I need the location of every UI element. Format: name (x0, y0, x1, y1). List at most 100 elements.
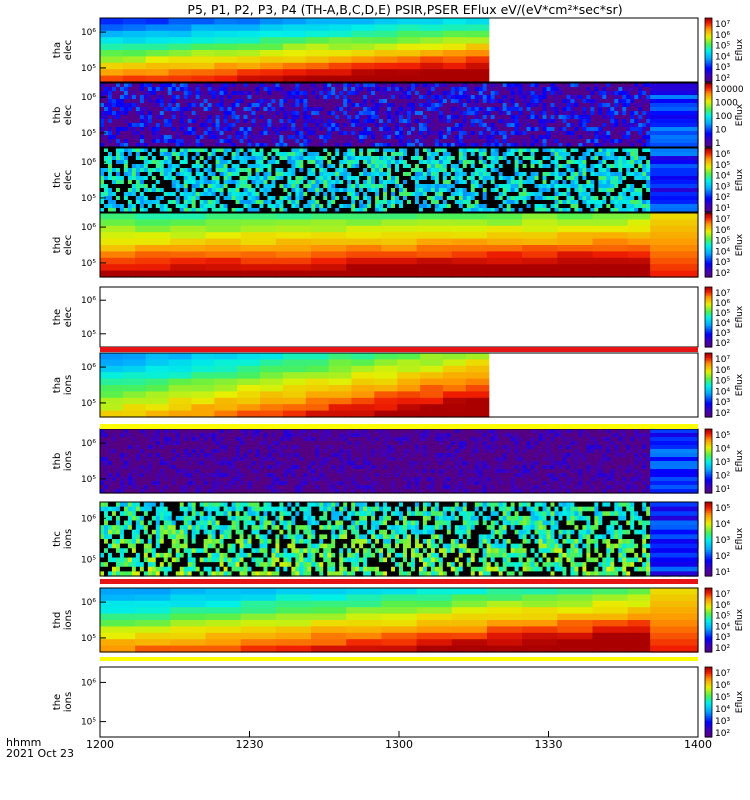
spectrogram-cell (122, 18, 147, 25)
spectrogram-cell (107, 164, 113, 169)
spectrogram-cell (506, 164, 512, 169)
spectrogram-cell (271, 119, 277, 124)
spectrogram-cell (219, 204, 225, 209)
spectrogram-cell (151, 127, 157, 132)
spectrogram-cell (127, 180, 133, 185)
spectrogram-cell (251, 152, 257, 157)
spectrogram-cell (542, 156, 548, 161)
spectrogram-cell (482, 143, 488, 148)
spectrogram-cell (139, 91, 145, 96)
spectrogram-cell (510, 139, 516, 144)
spectrogram-cell (191, 176, 197, 181)
spectrogram-cell (199, 95, 205, 100)
spectrogram-cell (211, 123, 217, 128)
spectrogram-cell (100, 107, 105, 112)
spectrogram-cell (406, 176, 412, 181)
spectrogram-cell (598, 176, 603, 181)
spectrogram-cell (355, 176, 360, 181)
y-axis-label-probe: tha (52, 42, 63, 58)
spectrogram-cell (115, 192, 121, 197)
spectrogram-cell (223, 196, 229, 201)
spectrogram-cell (630, 204, 635, 209)
spectrogram-cell (103, 180, 109, 185)
spectrogram-cell (422, 180, 428, 185)
spectrogram-cell (339, 192, 344, 197)
spectrogram-cell (263, 99, 269, 104)
spectrogram-cell (163, 135, 169, 140)
spectrogram-cell (371, 95, 376, 100)
spectrogram-cell (610, 176, 615, 181)
spectrogram-cell (271, 172, 277, 177)
spectrogram-cell (566, 143, 572, 148)
spectrogram-cell (295, 87, 300, 92)
spectrogram-cell (351, 180, 356, 185)
spectrogram-cell (374, 56, 398, 64)
spectrogram-cell (311, 192, 316, 197)
spectrogram-cell (127, 127, 133, 132)
spectrogram-cell (387, 91, 392, 96)
spectrogram-cell (251, 103, 257, 108)
spectrogram-cell (478, 172, 484, 177)
spectrogram-cell (626, 148, 631, 153)
spectrogram-cell (514, 184, 520, 189)
spectrogram-cell (462, 164, 468, 169)
spectrogram-cell (570, 119, 576, 124)
spectrogram-cell (474, 196, 480, 201)
spectrogram-cell (103, 156, 109, 161)
spectrogram-cell (311, 176, 316, 181)
spectrogram-cell (299, 160, 304, 165)
spectrogram-cell (494, 107, 500, 112)
spectrogram-cell (470, 148, 476, 153)
spectrogram-cell (307, 95, 312, 100)
spectrogram-cell (486, 111, 492, 116)
spectrogram-cell (163, 103, 169, 108)
spectrogram-cell (586, 196, 591, 201)
spectrogram-cell (466, 135, 472, 140)
spectrogram-cell (363, 160, 368, 165)
spectrogram-cell (151, 135, 157, 140)
spectrogram-cell (574, 87, 579, 92)
spectrogram-cell (127, 200, 133, 205)
spectrogram-cell (465, 69, 490, 77)
spectrogram-cell (450, 204, 456, 209)
spectrogram-cell (387, 152, 392, 157)
spectrogram-cell (602, 164, 607, 169)
spectrogram-cell (402, 123, 408, 128)
spectrogram-cell (123, 200, 129, 205)
spectrogram-cell (395, 83, 400, 88)
spectrogram-cell (111, 87, 117, 92)
colorbar-segment (705, 40, 712, 43)
spectrogram-cell (339, 127, 344, 132)
spectrogram-cell (578, 131, 583, 136)
spectrogram-cell (482, 204, 488, 209)
spectrogram-cell (374, 62, 398, 70)
spectrogram-cell (534, 127, 540, 132)
spectrogram-cell (391, 83, 396, 88)
spectrogram-cell (167, 83, 173, 88)
spectrogram-cell (558, 139, 564, 144)
spectrogram-cell (339, 135, 344, 140)
spectrogram-cell (474, 95, 480, 100)
spectrogram-cell (594, 168, 599, 173)
spectrogram-cell (462, 143, 468, 148)
spectrogram-cell (299, 135, 304, 140)
spectrogram-cell (282, 75, 307, 83)
spectrogram-cell (538, 111, 544, 116)
spectrogram-cell (418, 152, 424, 157)
spectrogram-cell (227, 115, 233, 120)
spectrogram-cell (339, 148, 344, 153)
spectrogram-cell (410, 135, 416, 140)
spectrogram-cell (179, 143, 185, 148)
spectrogram-cell (550, 160, 556, 165)
spectrogram-cell (410, 176, 416, 181)
spectrogram-cell (574, 115, 579, 120)
spectrogram-cell (399, 156, 404, 161)
spectrogram-cell (594, 111, 599, 116)
spectrogram-cell (355, 192, 360, 197)
spectrogram-cell (498, 143, 504, 148)
spectrogram-cell (207, 176, 213, 181)
spectrogram-cell (195, 95, 201, 100)
spectrogram-cell (542, 188, 548, 193)
